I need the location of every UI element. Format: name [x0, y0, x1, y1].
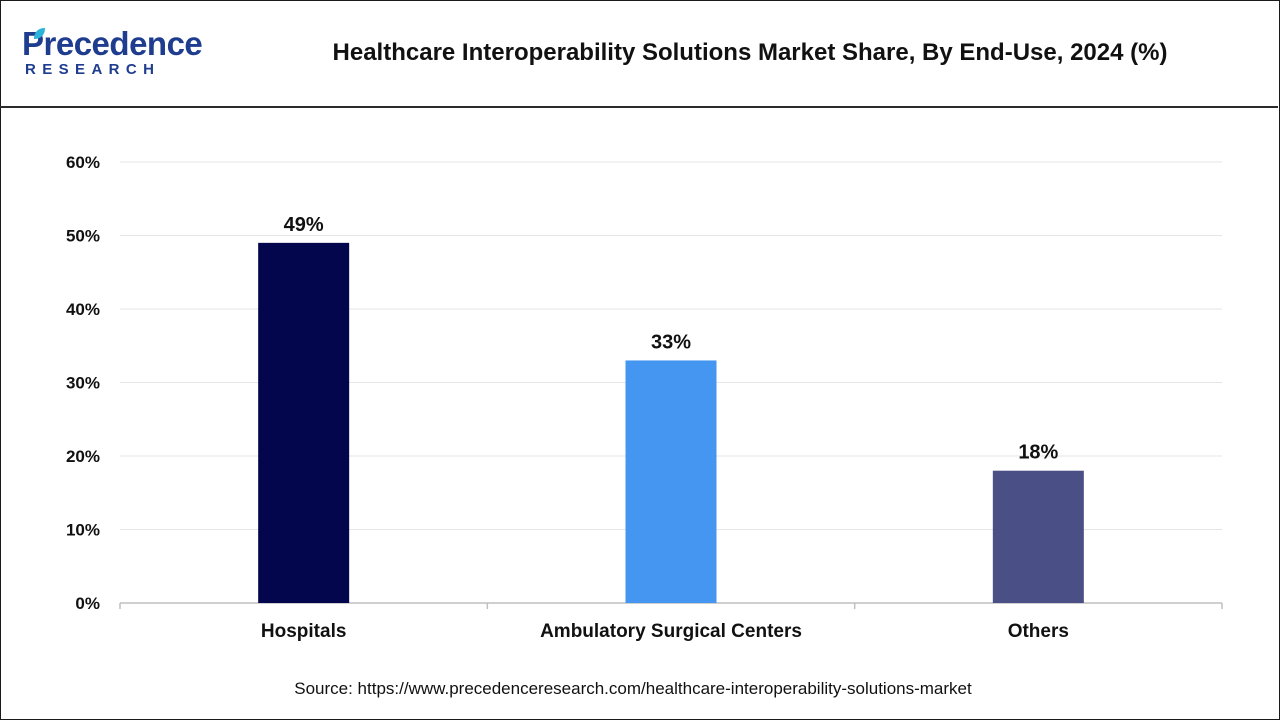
data-label-others: 18%: [1018, 442, 1058, 464]
y-tick-label-60: 60%: [66, 153, 100, 172]
y-tick-label-40: 40%: [66, 300, 100, 319]
y-tick-label-10: 10%: [66, 521, 100, 540]
source-note: Source: https://www.precedenceresearch.c…: [294, 679, 972, 698]
y-tick-label-0: 0%: [75, 594, 100, 613]
x-tick-label-hospitals: Hospitals: [261, 621, 347, 642]
bar-others: [992, 470, 1084, 603]
data-label-ambulatory-surgical-centers: 33%: [651, 331, 691, 353]
y-tick-label-30: 30%: [66, 374, 100, 393]
logo-wordmark: Precedence: [22, 25, 203, 62]
y-tick-label-20: 20%: [66, 447, 100, 466]
x-tick-label-others: Others: [1008, 621, 1069, 642]
y-tick-label-50: 50%: [66, 227, 100, 246]
bar-ambulatory-surgical-centers: [625, 360, 717, 603]
chart-title: Healthcare Interoperability Solutions Ma…: [332, 39, 1168, 66]
data-label-hospitals: 49%: [284, 214, 324, 236]
precedence-research-logo: Precedence RESEARCH: [22, 26, 222, 82]
header: Precedence RESEARCH Healthcare Interoper…: [0, 0, 1278, 108]
x-tick-label-ambulatory-surgical-centers: Ambulatory Surgical Centers: [540, 621, 802, 642]
bar-hospitals: [258, 242, 350, 603]
leaf-icon: [34, 28, 45, 39]
logo-subtitle: RESEARCH: [25, 61, 161, 78]
